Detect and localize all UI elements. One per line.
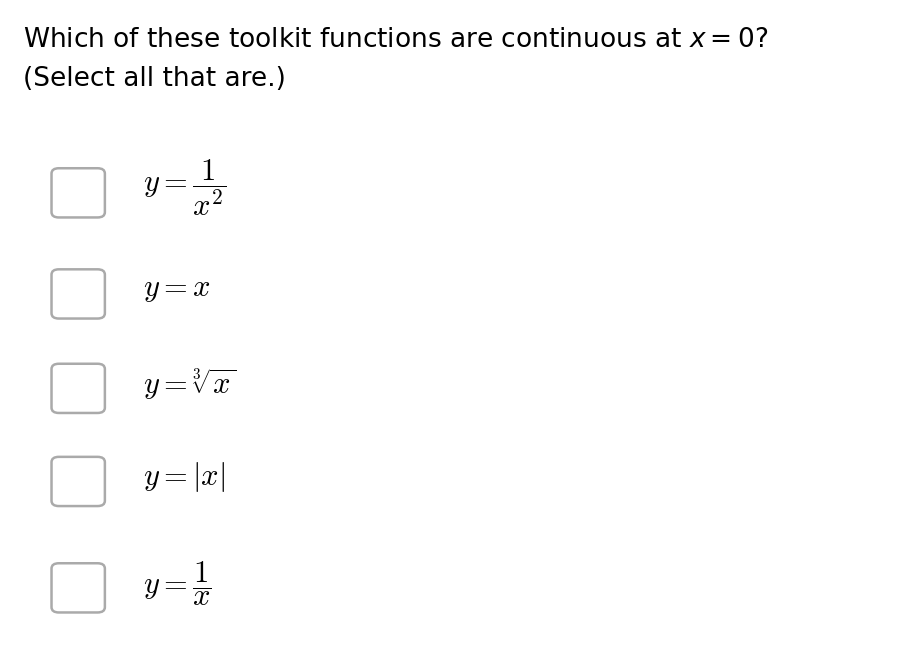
FancyBboxPatch shape xyxy=(51,269,105,319)
FancyBboxPatch shape xyxy=(51,168,105,217)
Text: $y = x$: $y = x$ xyxy=(142,275,210,305)
Text: Which of these toolkit functions are continuous at $x = 0$?: Which of these toolkit functions are con… xyxy=(23,27,767,53)
Text: $y = \dfrac{1}{x}$: $y = \dfrac{1}{x}$ xyxy=(142,559,211,608)
Text: $y = \sqrt[3]{x}$: $y = \sqrt[3]{x}$ xyxy=(142,366,235,402)
Text: $y = |x|$: $y = |x|$ xyxy=(142,460,224,495)
FancyBboxPatch shape xyxy=(51,457,105,506)
Text: $y = \dfrac{1}{x^2}$: $y = \dfrac{1}{x^2}$ xyxy=(142,157,226,218)
Text: (Select all that are.): (Select all that are.) xyxy=(23,66,286,92)
FancyBboxPatch shape xyxy=(51,563,105,612)
FancyBboxPatch shape xyxy=(51,364,105,413)
